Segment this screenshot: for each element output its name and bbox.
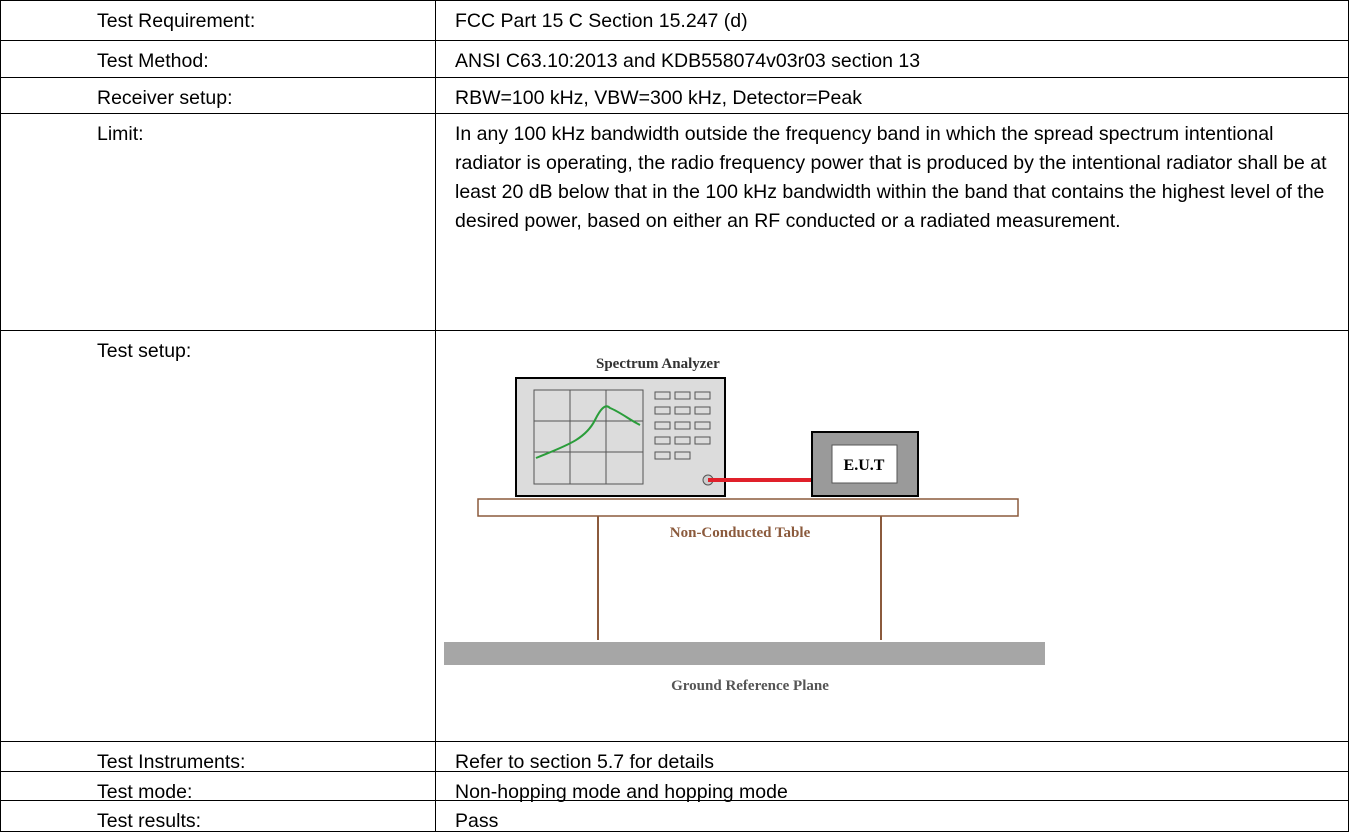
screen-grid bbox=[534, 390, 643, 484]
ground-plane bbox=[444, 642, 1045, 665]
eut-label-box bbox=[831, 444, 898, 484]
table-plank bbox=[477, 498, 1019, 517]
table-legs bbox=[597, 516, 882, 640]
table-label: Non-Conducted Table bbox=[670, 525, 811, 541]
analyzer-label: Spectrum Analyzer bbox=[596, 356, 720, 372]
eut-label: E.U.T bbox=[844, 457, 885, 474]
analyzer-screen bbox=[533, 389, 644, 485]
trace bbox=[535, 405, 641, 459]
ground-label: Ground Reference Plane bbox=[671, 678, 829, 694]
buttons bbox=[654, 391, 711, 460]
